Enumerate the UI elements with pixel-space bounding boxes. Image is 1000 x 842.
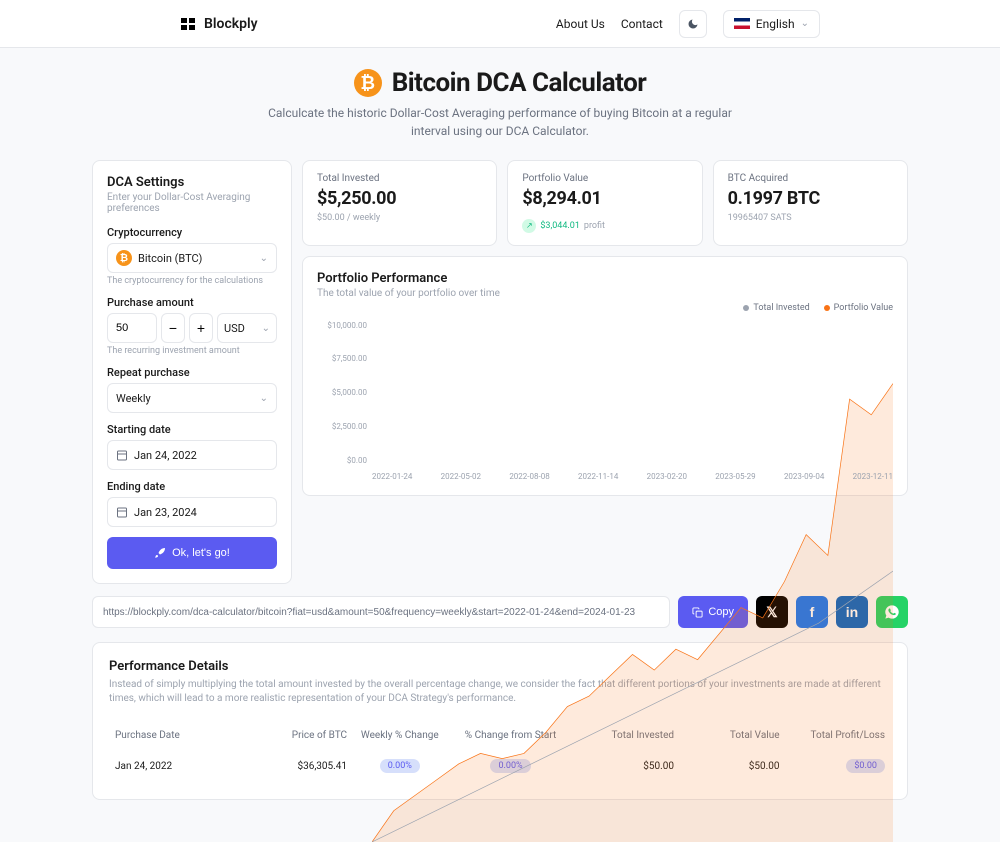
brand-icon bbox=[180, 15, 198, 33]
page-title: Bitcoin DCA Calculator bbox=[392, 68, 647, 98]
settings-card: DCA Settings Enter your Dollar-Cost Aver… bbox=[92, 160, 292, 584]
page-subtitle: Calculcate the historic Dollar-Cost Aver… bbox=[250, 104, 750, 140]
stat-sub: $50.00 / weekly bbox=[317, 213, 482, 223]
chart-title: Portfolio Performance bbox=[317, 271, 893, 286]
amount-help: The recurring investment amount bbox=[107, 346, 277, 356]
bitcoin-icon: ₿ bbox=[354, 69, 382, 97]
brand-logo[interactable]: Blockply bbox=[180, 15, 258, 33]
bitcoin-icon: ₿ bbox=[116, 250, 132, 266]
stat-invested: Total Invested $5,250.00 $50.00 / weekly bbox=[302, 160, 497, 246]
end-date-value: Jan 23, 2024 bbox=[134, 506, 197, 519]
amount-increment[interactable]: + bbox=[189, 313, 213, 343]
end-date-input[interactable]: Jan 23, 2024 bbox=[107, 497, 277, 527]
stat-portfolio: Portfolio Value $8,294.01 ↗ $3,044.01 pr… bbox=[507, 160, 702, 246]
nav-contact[interactable]: Contact bbox=[621, 17, 663, 31]
brand-name: Blockply bbox=[204, 16, 258, 32]
chart-subtitle: The total value of your portfolio over t… bbox=[317, 288, 893, 299]
chevron-down-icon: ⌄ bbox=[262, 323, 270, 334]
stat-label: Total Invested bbox=[317, 173, 482, 184]
chevron-down-icon: ⌄ bbox=[801, 18, 809, 29]
stat-acquired: BTC Acquired 0.1997 BTC 19965407 SATS bbox=[713, 160, 908, 246]
start-label: Starting date bbox=[107, 423, 277, 436]
currency-value: USD bbox=[224, 322, 245, 335]
calculate-label: Ok, let's go! bbox=[172, 547, 230, 559]
repeat-label: Repeat purchase bbox=[107, 366, 277, 379]
arrow-up-icon: ↗ bbox=[522, 219, 536, 233]
stat-label: BTC Acquired bbox=[728, 173, 893, 184]
amount-input[interactable] bbox=[107, 313, 157, 343]
start-date-value: Jan 24, 2022 bbox=[134, 449, 197, 462]
currency-select[interactable]: USD ⌄ bbox=[217, 313, 277, 343]
cell-price: $36,305.41 bbox=[242, 761, 347, 772]
stat-value: $8,294.01 bbox=[522, 188, 687, 209]
flag-icon bbox=[734, 18, 750, 29]
legend-invested: Total Invested bbox=[743, 303, 809, 313]
chart-area: $10,000.00$7,500.00$5,000.00$2,500.00$0.… bbox=[317, 321, 893, 481]
stat-sub: 19965407 SATS bbox=[728, 213, 893, 223]
stat-label: Portfolio Value bbox=[522, 173, 687, 184]
chart-card: Portfolio Performance The total value of… bbox=[302, 256, 908, 496]
repeat-value: Weekly bbox=[116, 392, 151, 405]
calendar-icon bbox=[116, 449, 128, 461]
amount-label: Purchase amount bbox=[107, 296, 277, 309]
amount-decrement[interactable]: − bbox=[161, 313, 185, 343]
profit-value: $3,044.01 bbox=[540, 221, 580, 231]
crypto-help: The cryptocurrency for the calculations bbox=[107, 276, 277, 286]
stat-value: 0.1997 BTC bbox=[728, 188, 893, 209]
moon-icon bbox=[687, 18, 699, 30]
crypto-select[interactable]: ₿ Bitcoin (BTC) ⌄ bbox=[107, 243, 277, 273]
rocket-icon bbox=[154, 547, 166, 559]
legend-portfolio: Portfolio Value bbox=[824, 303, 893, 313]
repeat-select[interactable]: Weekly ⌄ bbox=[107, 383, 277, 413]
language-select[interactable]: English ⌄ bbox=[723, 10, 820, 38]
cell-date: Jan 24, 2022 bbox=[115, 761, 242, 772]
crypto-label: Cryptocurrency bbox=[107, 226, 277, 239]
chevron-down-icon: ⌄ bbox=[260, 253, 268, 264]
language-label: English bbox=[756, 17, 795, 31]
crypto-value: Bitcoin (BTC) bbox=[138, 252, 202, 265]
theme-toggle[interactable] bbox=[679, 10, 707, 38]
start-date-input[interactable]: Jan 24, 2022 bbox=[107, 440, 277, 470]
profit-label: profit bbox=[584, 221, 605, 231]
end-label: Ending date bbox=[107, 480, 277, 493]
chevron-down-icon: ⌄ bbox=[260, 393, 268, 404]
nav-about[interactable]: About Us bbox=[556, 17, 605, 31]
calendar-icon bbox=[116, 506, 128, 518]
calculate-button[interactable]: Ok, let's go! bbox=[107, 537, 277, 569]
settings-subtitle: Enter your Dollar-Cost Averaging prefere… bbox=[107, 192, 277, 214]
stat-value: $5,250.00 bbox=[317, 188, 482, 209]
settings-title: DCA Settings bbox=[107, 175, 277, 190]
